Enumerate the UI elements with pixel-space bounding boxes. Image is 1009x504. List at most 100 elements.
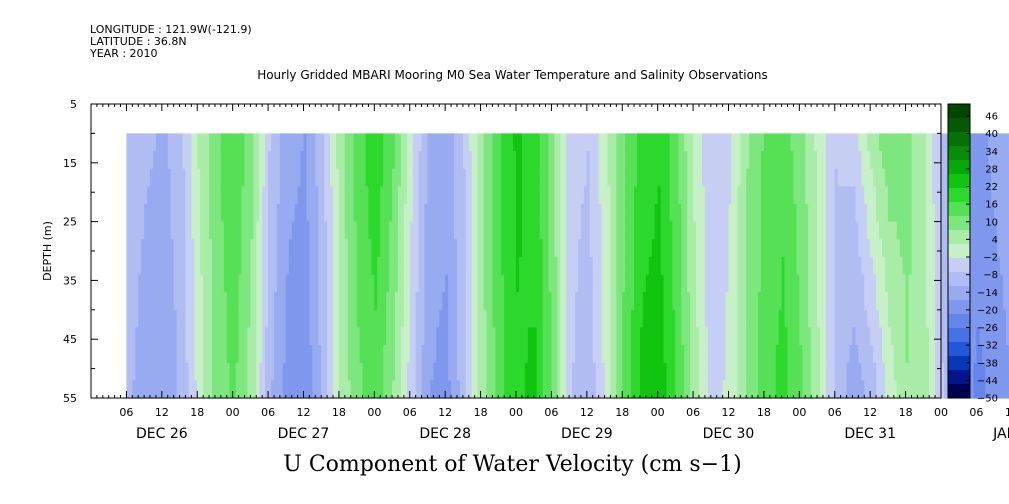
- heatmap-cell: [477, 256, 482, 276]
- heatmap-cell: [194, 327, 198, 346]
- heatmap-cell: [427, 221, 432, 240]
- heatmap-cell: [586, 292, 591, 311]
- heatmap-cell: [660, 309, 665, 329]
- heatmap-cell: [489, 151, 493, 170]
- heatmap-cell: [259, 221, 263, 240]
- heatmap-cell: [439, 151, 443, 170]
- heatmap-cell: [394, 345, 399, 364]
- heatmap-cell: [167, 221, 172, 240]
- heatmap-cell: [616, 133, 620, 152]
- heatmap-cell: [229, 151, 234, 170]
- heatmap-cell: [1005, 309, 1009, 329]
- heatmap-cell: [521, 345, 526, 364]
- heatmap-cell: [710, 380, 715, 399]
- heatmap-cell: [335, 274, 340, 293]
- heatmap-cell: [645, 327, 650, 346]
- heatmap-cell: [710, 362, 715, 381]
- heatmap-cell: [796, 380, 800, 399]
- heatmap-cell: [879, 221, 883, 240]
- heatmap-cell: [926, 309, 930, 329]
- heatmap-cell: [991, 362, 995, 381]
- heatmap-cell: [297, 274, 302, 293]
- heatmap-cell: [507, 133, 511, 152]
- heatmap-cell: [268, 239, 272, 258]
- heatmap-cell: [802, 221, 806, 240]
- heatmap-cell: [150, 221, 154, 240]
- colorbar-label: −44: [977, 376, 998, 387]
- heatmap-cell: [943, 151, 948, 170]
- heatmap-cell: [294, 151, 299, 170]
- heatmap-cell: [734, 327, 738, 346]
- heatmap-cell: [335, 221, 340, 240]
- heatmap-cell: [271, 221, 275, 240]
- heatmap-cell: [513, 256, 517, 276]
- heatmap-cell: [459, 133, 464, 152]
- heatmap-cell: [294, 221, 299, 240]
- heatmap-cell: [362, 256, 367, 276]
- heatmap-cell: [642, 274, 647, 293]
- heatmap-cell: [716, 151, 721, 170]
- heatmap-cell: [716, 221, 721, 240]
- heatmap-cell: [1000, 151, 1004, 170]
- heatmap-cell: [542, 309, 547, 329]
- heatmap-cell: [188, 151, 192, 170]
- heatmap-cell: [790, 327, 795, 346]
- heatmap-cell: [625, 168, 629, 187]
- heatmap-cell: [610, 362, 614, 381]
- heatmap-cell: [492, 345, 496, 364]
- heatmap-cell: [902, 292, 907, 311]
- heatmap-cell: [902, 380, 907, 399]
- heatmap-cell: [619, 362, 623, 381]
- heatmap-cell: [389, 239, 393, 258]
- heatmap-cell: [811, 327, 815, 346]
- heatmap-cell: [259, 203, 263, 223]
- heatmap-cell: [406, 256, 411, 276]
- heatmap-cell: [819, 309, 824, 329]
- heatmap-cell: [161, 133, 166, 152]
- heatmap-cell: [586, 186, 591, 205]
- heatmap-cell: [917, 256, 921, 276]
- heatmap-cell: [238, 309, 243, 329]
- heatmap-cell: [941, 133, 945, 152]
- heatmap-cell: [409, 274, 414, 293]
- heatmap-cell: [781, 327, 786, 346]
- heatmap-cell: [477, 292, 482, 311]
- heatmap-cell: [241, 327, 246, 346]
- heatmap-cell: [380, 186, 384, 205]
- heatmap-cell: [554, 292, 558, 311]
- heatmap-cell: [129, 309, 133, 329]
- heatmap-cell: [247, 362, 251, 381]
- heatmap-cell: [276, 151, 281, 170]
- heatmap-cell: [164, 239, 169, 258]
- heatmap-cell: [737, 380, 741, 399]
- heatmap-cell: [616, 274, 620, 293]
- heatmap-cell: [471, 380, 476, 399]
- heatmap-cell: [510, 309, 514, 329]
- heatmap-cell: [285, 151, 290, 170]
- heatmap-cell: [781, 239, 786, 258]
- heatmap-cell: [456, 327, 461, 346]
- heatmap-cell: [132, 221, 136, 240]
- heatmap-cell: [347, 221, 352, 240]
- heatmap-cell: [560, 345, 564, 364]
- heatmap-cell: [247, 292, 251, 311]
- heatmap-cell: [456, 203, 461, 223]
- heatmap-cell: [973, 274, 978, 293]
- heatmap-cell: [324, 292, 328, 311]
- heatmap-cell: [760, 151, 765, 170]
- heatmap-cell: [822, 221, 827, 240]
- heatmap-cell: [223, 186, 228, 205]
- heatmap-cell: [424, 274, 429, 293]
- heatmap-cell: [728, 292, 733, 311]
- heatmap-cell: [601, 362, 606, 381]
- heatmap-cell: [217, 221, 222, 240]
- heatmap-cell: [164, 274, 169, 293]
- heatmap-cell: [335, 133, 340, 152]
- heatmap-cell: [504, 168, 508, 187]
- heatmap-cell: [808, 239, 812, 258]
- heatmap-cell: [828, 151, 833, 170]
- heatmap-cell: [870, 274, 874, 293]
- heatmap-cell: [758, 239, 762, 258]
- heatmap-cell: [583, 133, 588, 152]
- heatmap-cell: [675, 203, 679, 223]
